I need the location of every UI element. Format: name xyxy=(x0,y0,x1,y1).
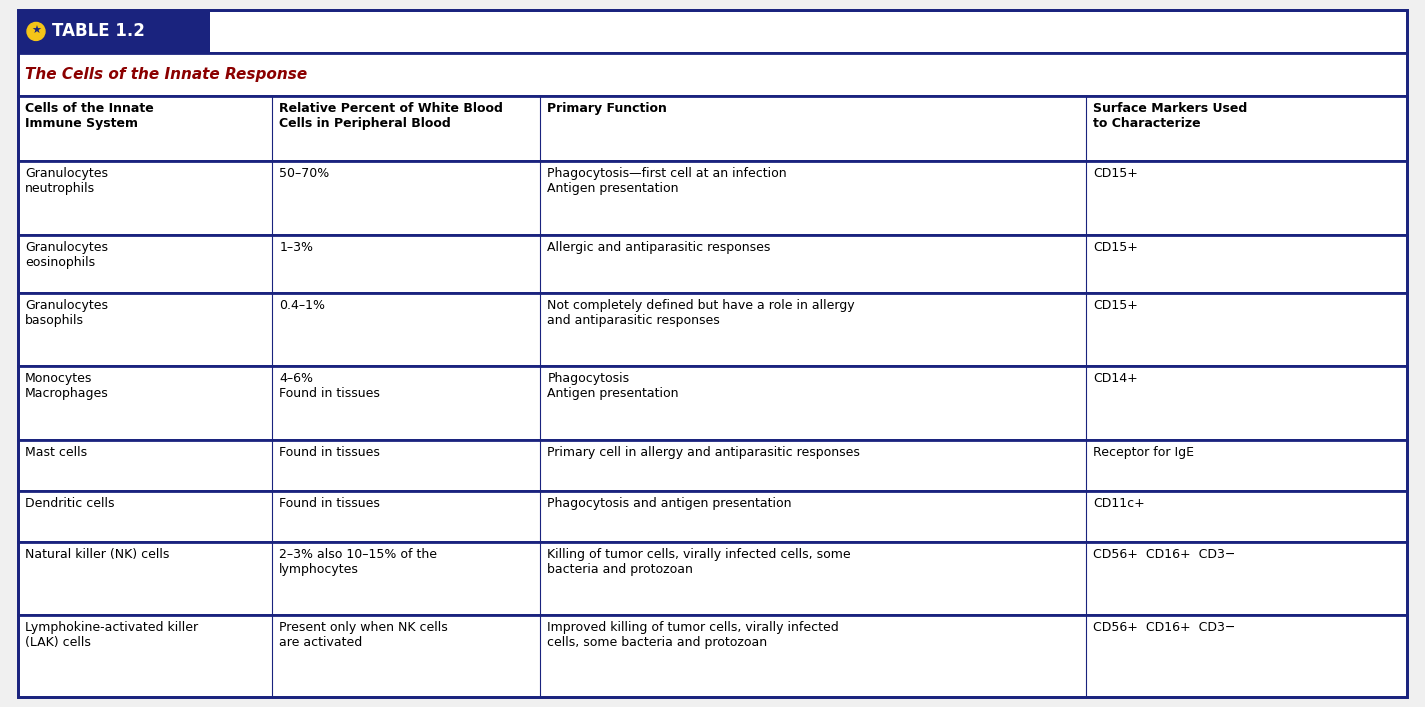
Text: Receptor for IgE: Receptor for IgE xyxy=(1093,445,1194,459)
Text: Natural killer (NK) cells: Natural killer (NK) cells xyxy=(26,548,170,561)
Bar xyxy=(19,615,1406,697)
Bar xyxy=(19,542,1406,615)
Text: Found in tissues: Found in tissues xyxy=(279,445,380,459)
Text: Surface Markers Used
to Characterize: Surface Markers Used to Characterize xyxy=(1093,102,1247,130)
Text: CD11c+: CD11c+ xyxy=(1093,497,1144,510)
Text: The Cells of the Innate Response: The Cells of the Innate Response xyxy=(26,66,308,82)
Text: Lymphokine-activated killer
(LAK) cells: Lymphokine-activated killer (LAK) cells xyxy=(26,621,198,649)
Text: Phagocytosis—first cell at an infection
Antigen presentation: Phagocytosis—first cell at an infection … xyxy=(547,167,787,195)
Bar xyxy=(19,366,1406,440)
Bar xyxy=(19,53,1406,95)
Text: CD14+: CD14+ xyxy=(1093,373,1139,385)
Text: Relative Percent of White Blood
Cells in Peripheral Blood: Relative Percent of White Blood Cells in… xyxy=(279,102,503,130)
Text: Allergic and antiparasitic responses: Allergic and antiparasitic responses xyxy=(547,240,771,254)
Text: Found in tissues: Found in tissues xyxy=(279,497,380,510)
Text: Monocytes
Macrophages: Monocytes Macrophages xyxy=(26,373,108,400)
Text: CD56+  CD16+  CD3−: CD56+ CD16+ CD3− xyxy=(1093,548,1235,561)
Text: 1–3%: 1–3% xyxy=(279,240,314,254)
Text: 50–70%: 50–70% xyxy=(279,167,329,180)
Text: Present only when NK cells
are activated: Present only when NK cells are activated xyxy=(279,621,447,649)
Text: CD56+  CD16+  CD3−: CD56+ CD16+ CD3− xyxy=(1093,621,1235,634)
Text: ★: ★ xyxy=(31,26,41,37)
Text: Granulocytes
basophils: Granulocytes basophils xyxy=(26,299,108,327)
Text: Primary Function: Primary Function xyxy=(547,102,667,115)
Text: Dendritic cells: Dendritic cells xyxy=(26,497,114,510)
Bar xyxy=(19,95,1406,161)
Text: Granulocytes
eosinophils: Granulocytes eosinophils xyxy=(26,240,108,269)
Text: Phagocytosis and antigen presentation: Phagocytosis and antigen presentation xyxy=(547,497,792,510)
Bar xyxy=(19,10,209,53)
Circle shape xyxy=(27,23,46,40)
Bar xyxy=(19,440,1406,491)
Text: Primary cell in allergy and antiparasitic responses: Primary cell in allergy and antiparasiti… xyxy=(547,445,861,459)
Text: Not completely defined but have a role in allergy
and antiparasitic responses: Not completely defined but have a role i… xyxy=(547,299,855,327)
Text: CD15+: CD15+ xyxy=(1093,240,1139,254)
Text: CD15+: CD15+ xyxy=(1093,299,1139,312)
Text: 4–6%
Found in tissues: 4–6% Found in tissues xyxy=(279,373,380,400)
Text: CD15+: CD15+ xyxy=(1093,167,1139,180)
Bar xyxy=(19,235,1406,293)
Text: Mast cells: Mast cells xyxy=(26,445,87,459)
Text: Phagocytosis
Antigen presentation: Phagocytosis Antigen presentation xyxy=(547,373,678,400)
Text: TABLE 1.2: TABLE 1.2 xyxy=(51,23,145,40)
Text: Granulocytes
neutrophils: Granulocytes neutrophils xyxy=(26,167,108,195)
Bar xyxy=(19,293,1406,366)
Text: Cells of the Innate
Immune System: Cells of the Innate Immune System xyxy=(26,102,154,130)
Bar xyxy=(19,491,1406,542)
Bar xyxy=(19,161,1406,235)
Text: 2–3% also 10–15% of the
lymphocytes: 2–3% also 10–15% of the lymphocytes xyxy=(279,548,437,575)
Text: Killing of tumor cells, virally infected cells, some
bacteria and protozoan: Killing of tumor cells, virally infected… xyxy=(547,548,851,575)
Text: 0.4–1%: 0.4–1% xyxy=(279,299,325,312)
Bar xyxy=(19,10,1406,53)
Text: Improved killing of tumor cells, virally infected
cells, some bacteria and proto: Improved killing of tumor cells, virally… xyxy=(547,621,839,649)
